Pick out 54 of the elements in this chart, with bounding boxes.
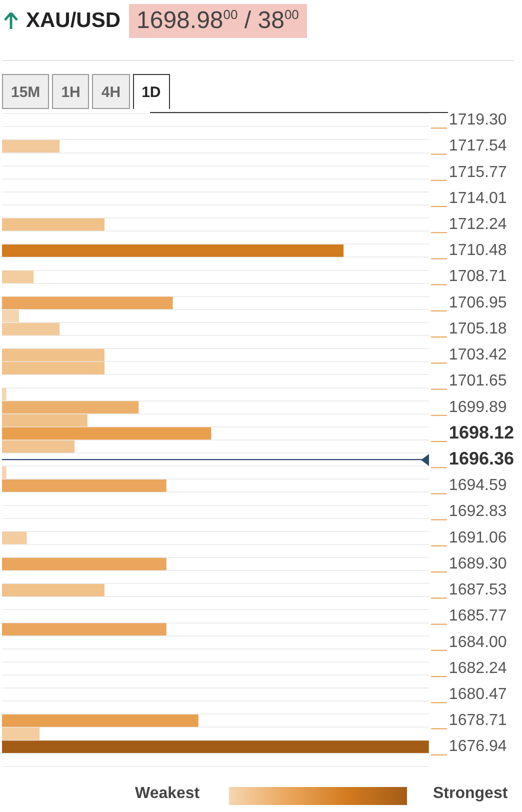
text: 1D bbox=[132, 74, 170, 109]
text: 15M bbox=[2, 74, 50, 109]
bar bbox=[2, 532, 27, 544]
y-tick-label: 1694.59 bbox=[448, 477, 507, 494]
y-tick-label: 1691.06 bbox=[448, 529, 507, 546]
bar bbox=[2, 270, 34, 283]
bar bbox=[2, 479, 166, 492]
bar bbox=[2, 322, 60, 336]
bar bbox=[2, 310, 20, 322]
text: 4H bbox=[92, 74, 130, 109]
bar bbox=[2, 401, 139, 414]
y-tick-label: 1717.54 bbox=[448, 138, 507, 155]
y-tick-label: 1680.47 bbox=[448, 686, 507, 703]
y-tick-label: 1682.24 bbox=[448, 660, 507, 677]
bar bbox=[2, 218, 104, 231]
bar bbox=[2, 244, 344, 257]
y-tick-label: 1701.65 bbox=[448, 372, 507, 390]
bar bbox=[2, 440, 75, 453]
y-tick-label: 1699.89 bbox=[448, 398, 507, 416]
bar bbox=[2, 623, 166, 636]
y-tick-label: 1698.12 bbox=[448, 422, 514, 442]
text: Weakest bbox=[135, 785, 200, 803]
y-tick-label: 1719.30 bbox=[448, 112, 507, 129]
y-tick-label: 1710.48 bbox=[448, 242, 507, 260]
y-tick-label: 1715.77 bbox=[448, 164, 507, 181]
chart-subtitle: 1698.98$^{00}$ / 38$^{00}$ bbox=[128, 4, 307, 38]
y-tick-label: 1689.30 bbox=[448, 555, 507, 572]
bar bbox=[2, 427, 212, 440]
y-tick-label: 1684.00 bbox=[448, 634, 507, 651]
y-tick-label: 1696.36 bbox=[448, 448, 514, 469]
bar bbox=[2, 714, 198, 727]
y-tick-label: 1712.24 bbox=[448, 216, 507, 233]
bar bbox=[2, 414, 88, 427]
chart-title: XAU/USD bbox=[26, 9, 121, 33]
y-tick-label: 1703.42 bbox=[448, 346, 507, 364]
y-tick-label: 1714.01 bbox=[448, 190, 507, 207]
bar bbox=[2, 388, 6, 401]
y-tick-label: 1706.95 bbox=[448, 294, 507, 312]
y-tick-label: 1708.71 bbox=[448, 268, 507, 286]
text: 1H bbox=[52, 74, 90, 109]
y-tick-label: 1705.18 bbox=[448, 320, 507, 338]
bar bbox=[2, 140, 60, 152]
y-tick-label: 1678.71 bbox=[448, 712, 507, 730]
bar bbox=[2, 558, 166, 570]
y-tick-label: 1676.94 bbox=[448, 738, 507, 756]
y-tick-label: 1685.77 bbox=[448, 608, 507, 625]
y-tick-label: 1687.53 bbox=[448, 582, 507, 599]
bar bbox=[2, 740, 429, 754]
y-tick-label: 1692.83 bbox=[448, 503, 507, 520]
bar bbox=[2, 728, 40, 740]
bar bbox=[2, 296, 173, 310]
bar bbox=[2, 466, 6, 479]
text: Strongest bbox=[433, 785, 508, 803]
bar bbox=[2, 584, 104, 596]
